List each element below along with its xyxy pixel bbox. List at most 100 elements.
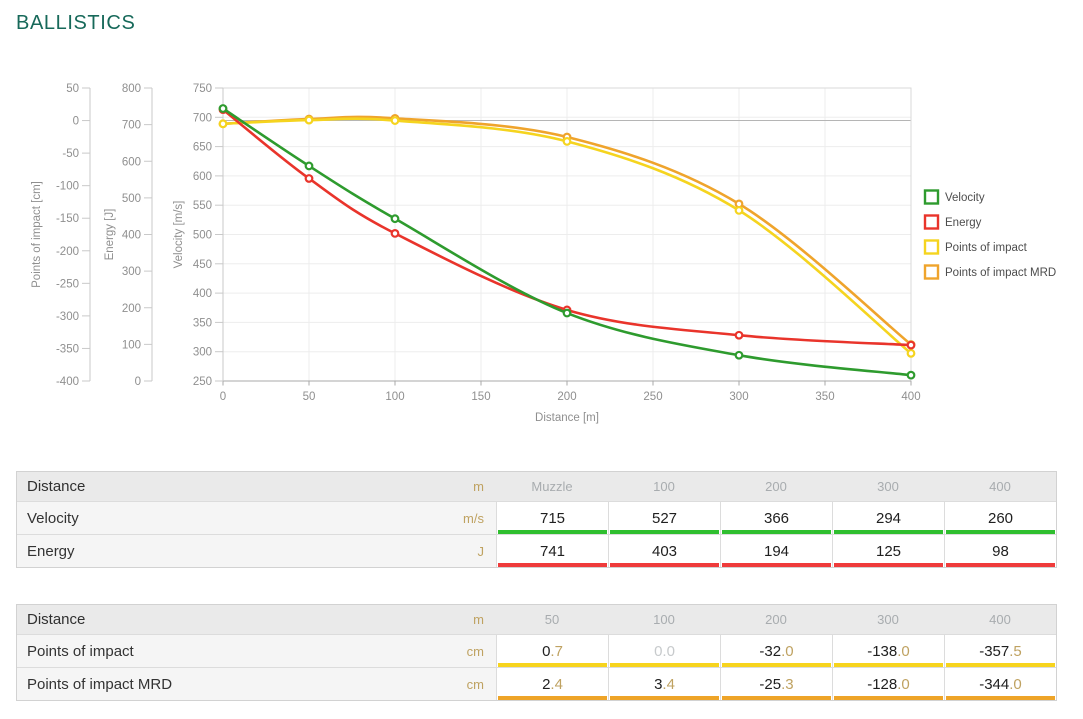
y-tick-label: 700 xyxy=(122,120,141,132)
x-tick-label: 50 xyxy=(303,391,316,403)
value-cell: -344.0 xyxy=(944,668,1056,700)
velocity-energy-table: Distance m Muzzle 100 200 300 400 Velocity m/s 71… xyxy=(16,471,1057,568)
series-color-stripe xyxy=(498,663,607,667)
x-tick-label: 100 xyxy=(385,391,404,403)
value-cell: 0.7 xyxy=(496,635,608,667)
y-tick-label: 600 xyxy=(193,171,212,183)
x-tick-label: 0 xyxy=(220,391,226,403)
chart-gridlines xyxy=(223,88,911,381)
y-tick-label: 450 xyxy=(193,259,212,271)
legend-label: Points of impact xyxy=(945,242,1028,254)
y-tick-label: 400 xyxy=(122,230,141,242)
legend-label: Points of impact MRD xyxy=(945,267,1056,279)
y-tick-label: 250 xyxy=(193,376,212,388)
value-cell: 3.4 xyxy=(608,668,720,700)
legend-label: Velocity xyxy=(945,192,985,204)
value-text: -138.0 xyxy=(867,642,910,660)
legend-swatch xyxy=(923,239,940,255)
series-color-stripe xyxy=(498,563,607,567)
page-title: BALLISTICS xyxy=(16,12,136,34)
value-text: 0.0 xyxy=(654,642,675,660)
table-row-points-of-impact-mrd: Points of impact MRD cm 2.4 3.4 -25.3 -128.0 -… xyxy=(17,667,1056,700)
data-point-marker xyxy=(218,104,228,113)
legend-label: Energy xyxy=(945,217,982,229)
series-color-stripe xyxy=(722,530,831,534)
table-row-velocity: Velocity m/s 715 527 366 294 260 xyxy=(17,501,1056,534)
table-row-energy: Energy J 741 403 194 125 98 xyxy=(17,534,1056,567)
value-cell: 715 xyxy=(496,502,608,534)
value-decimal: .4 xyxy=(662,675,675,693)
legend-item-energy[interactable]: Energy xyxy=(923,214,982,230)
series-color-stripe xyxy=(946,530,1055,534)
header-column: 400 xyxy=(989,479,1011,494)
header-column: 200 xyxy=(765,479,787,494)
legend-item-points-of-impact[interactable]: Points of impact xyxy=(923,239,1028,255)
value-text: 2.4 xyxy=(542,675,563,693)
value-text: 527 xyxy=(651,509,678,527)
legend-swatch xyxy=(923,264,940,280)
row-label: Points of impact xyxy=(17,635,426,667)
data-point-marker xyxy=(218,119,228,129)
data-point-marker xyxy=(906,370,916,380)
header-column: 50 xyxy=(544,612,560,627)
value-cell: 741 xyxy=(496,535,608,567)
header-label: Distance xyxy=(27,611,86,628)
y-axis-impact: 50 0 -50 -100 -150 -200 -250 -300 -350 -400 Points… xyxy=(31,83,91,388)
legend-item-points-of-impact-mrd[interactable]: Points of impact MRD xyxy=(923,264,1056,280)
data-point-marker xyxy=(390,214,400,224)
value-text: 260 xyxy=(987,509,1014,527)
value-text: -128.0 xyxy=(867,675,910,693)
row-unit: cm xyxy=(426,668,496,700)
y-tick-label: 400 xyxy=(193,288,212,300)
value-cell: 0.0 xyxy=(608,635,720,667)
value-cell: 260 xyxy=(944,502,1056,534)
series-color-stripe xyxy=(834,696,943,700)
y-tick-label: 100 xyxy=(122,339,141,351)
points-of-impact-table: Distance m 50 100 200 300 400 Points of impact c… xyxy=(16,604,1057,701)
data-point-marker xyxy=(734,350,744,360)
value-decimal: .0 xyxy=(781,642,794,660)
header-unit: m xyxy=(473,612,484,627)
table-header-row: Distance m Muzzle 100 200 300 400 xyxy=(17,472,1056,501)
data-point-marker xyxy=(734,206,744,215)
value-cell: -32.0 xyxy=(720,635,832,667)
y-tick-label: 200 xyxy=(122,303,141,315)
x-tick-label: 300 xyxy=(729,391,748,403)
y-tick-label: 500 xyxy=(193,230,212,242)
table-header-row: Distance m 50 100 200 300 400 xyxy=(17,605,1056,634)
series-color-stripe xyxy=(722,663,831,667)
y-tick-label: -100 xyxy=(56,181,79,193)
value-cell: -128.0 xyxy=(832,668,944,700)
y-tick-label: 300 xyxy=(122,266,141,278)
header-unit: m xyxy=(473,479,484,494)
row-unit: cm xyxy=(426,635,496,667)
header-column: 100 xyxy=(653,479,675,494)
value-decimal: .3 xyxy=(781,675,794,693)
x-tick-label: 350 xyxy=(815,391,834,403)
y-tick-label: -350 xyxy=(56,343,79,355)
value-cell: 294 xyxy=(832,502,944,534)
legend-item-velocity[interactable]: Velocity xyxy=(923,189,985,205)
header-column: 300 xyxy=(877,612,899,627)
series-color-stripe xyxy=(946,663,1055,667)
y-tick-label: 800 xyxy=(122,83,141,95)
y-tick-label: 350 xyxy=(193,317,212,329)
value-cell: -138.0 xyxy=(832,635,944,667)
row-label: Energy xyxy=(17,535,426,567)
series-color-stripe xyxy=(498,696,607,700)
x-tick-label: 200 xyxy=(557,391,576,403)
value-cell: 194 xyxy=(720,535,832,567)
data-point-marker xyxy=(390,229,400,238)
y-tick-label: 0 xyxy=(135,376,141,388)
value-text: 125 xyxy=(875,542,902,560)
value-text: 403 xyxy=(651,542,678,560)
header-column: Muzzle xyxy=(531,479,573,494)
y-tick-label: 300 xyxy=(193,347,212,359)
series-velocity xyxy=(218,104,916,380)
series-color-stripe xyxy=(722,563,831,567)
value-decimal: .7 xyxy=(550,642,563,660)
value-cell: 2.4 xyxy=(496,668,608,700)
legend-swatch xyxy=(923,214,940,230)
series-color-stripe xyxy=(834,530,943,534)
y-axis-title-velocity: Velocity [m/s] xyxy=(173,201,185,269)
